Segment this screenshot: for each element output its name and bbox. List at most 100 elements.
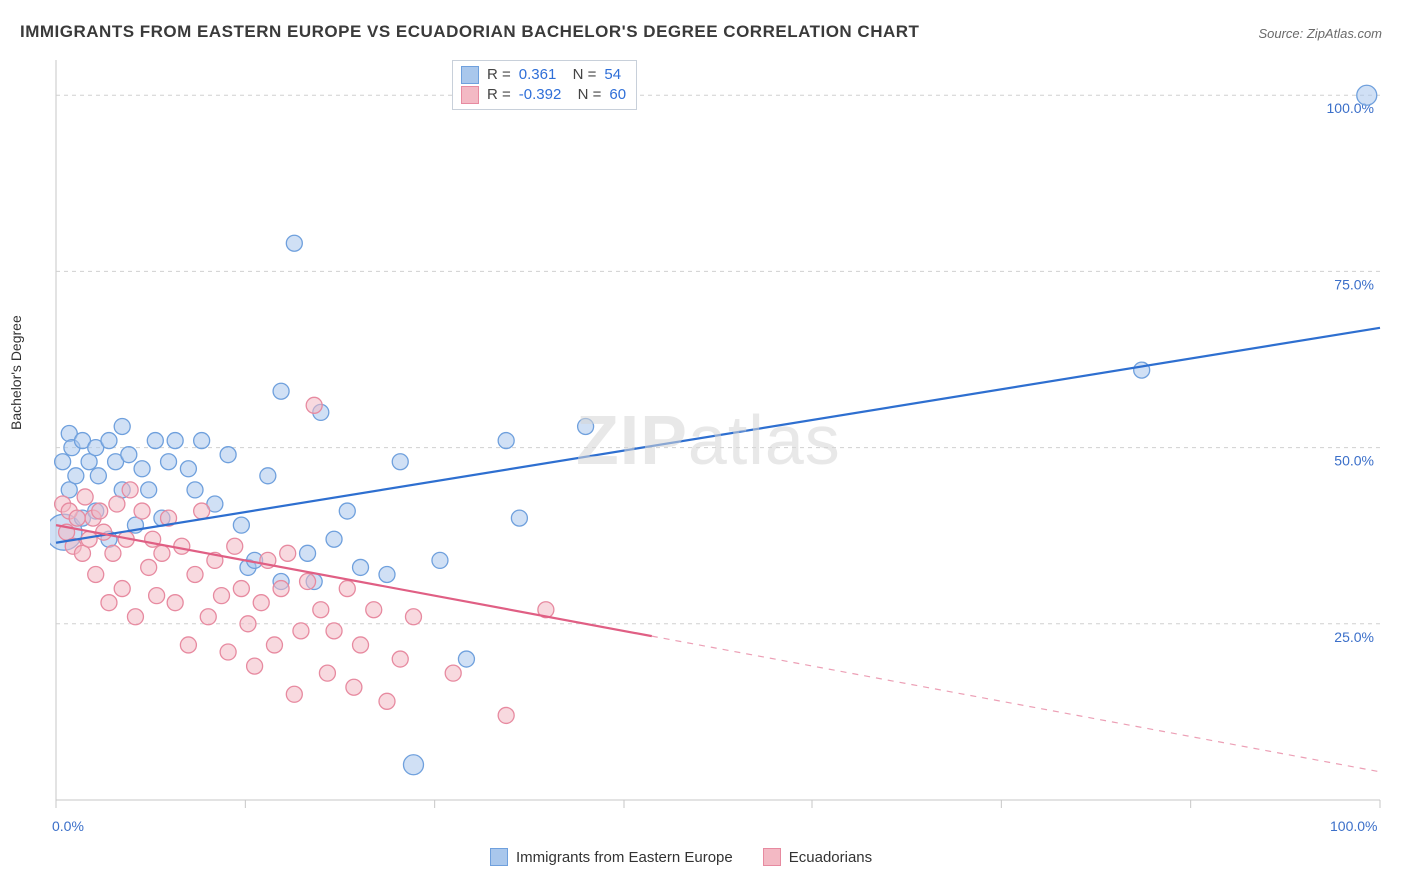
scatter-point-pink bbox=[319, 665, 335, 681]
scatter-point-pink bbox=[134, 503, 150, 519]
legend-stats: R = 0.361 N = 54 R = -0.392 N = 60 bbox=[452, 60, 637, 110]
regression-line-blue bbox=[56, 328, 1380, 543]
scatter-point-pink bbox=[105, 545, 121, 561]
scatter-point-blue bbox=[498, 433, 514, 449]
r-label: R = bbox=[487, 85, 511, 105]
scatter-point-pink bbox=[247, 658, 263, 674]
series-name-blue: Immigrants from Eastern Europe bbox=[516, 849, 733, 866]
chart-container: IMMIGRANTS FROM EASTERN EUROPE VS ECUADO… bbox=[0, 0, 1406, 892]
legend-item-pink: Ecuadorians bbox=[763, 848, 872, 866]
swatch-blue bbox=[461, 66, 479, 84]
scatter-point-pink bbox=[114, 581, 130, 597]
scatter-point-blue bbox=[1357, 85, 1377, 105]
scatter-point-blue bbox=[141, 482, 157, 498]
scatter-point-blue bbox=[194, 433, 210, 449]
scatter-point-pink bbox=[214, 588, 230, 604]
scatter-point-pink bbox=[127, 609, 143, 625]
scatter-point-pink bbox=[109, 496, 125, 512]
scatter-point-pink bbox=[339, 581, 355, 597]
scatter-point-blue bbox=[55, 454, 71, 470]
scatter-point-pink bbox=[69, 510, 85, 526]
scatter-point-blue bbox=[273, 383, 289, 399]
scatter-point-pink bbox=[200, 609, 216, 625]
scatter-point-blue bbox=[167, 433, 183, 449]
scatter-point-pink bbox=[167, 595, 183, 611]
x-axis-min-label: 0.0% bbox=[52, 818, 84, 834]
scatter-point-pink bbox=[174, 538, 190, 554]
y-axis-label: Bachelor's Degree bbox=[8, 315, 24, 430]
scatter-point-pink bbox=[253, 595, 269, 611]
scatter-point-blue bbox=[326, 531, 342, 547]
scatter-point-pink bbox=[366, 602, 382, 618]
scatter-point-pink bbox=[392, 651, 408, 667]
scatter-point-pink bbox=[92, 503, 108, 519]
y-gridline-label: 25.0% bbox=[1334, 629, 1374, 645]
scatter-point-pink bbox=[286, 686, 302, 702]
r-label: R = bbox=[487, 65, 511, 85]
scatter-point-pink bbox=[326, 623, 342, 639]
scatter-point-blue bbox=[578, 418, 594, 434]
x-axis-max-label: 100.0% bbox=[1330, 818, 1377, 834]
scatter-point-pink bbox=[313, 602, 329, 618]
scatter-point-blue bbox=[353, 559, 369, 575]
scatter-point-blue bbox=[403, 755, 423, 775]
scatter-point-pink bbox=[379, 693, 395, 709]
scatter-point-blue bbox=[220, 447, 236, 463]
scatter-point-pink bbox=[300, 574, 316, 590]
scatter-point-blue bbox=[180, 461, 196, 477]
scatter-point-pink bbox=[149, 588, 165, 604]
scatter-point-pink bbox=[187, 566, 203, 582]
chart-title: IMMIGRANTS FROM EASTERN EUROPE VS ECUADO… bbox=[20, 22, 919, 42]
source-label: Source: ZipAtlas.com bbox=[1258, 26, 1382, 41]
scatter-point-blue bbox=[339, 503, 355, 519]
scatter-point-pink bbox=[220, 644, 236, 660]
legend-stats-row-blue: R = 0.361 N = 54 bbox=[461, 65, 626, 85]
n-value-pink: 60 bbox=[609, 85, 626, 105]
legend-stats-row-pink: R = -0.392 N = 60 bbox=[461, 85, 626, 105]
regression-line-pink bbox=[56, 525, 652, 636]
scatter-point-blue bbox=[187, 482, 203, 498]
scatter-point-pink bbox=[240, 616, 256, 632]
scatter-point-blue bbox=[114, 418, 130, 434]
scatter-point-blue bbox=[101, 433, 117, 449]
scatter-point-blue bbox=[392, 454, 408, 470]
scatter-point-pink bbox=[266, 637, 282, 653]
scatter-point-blue bbox=[90, 468, 106, 484]
scatter-point-pink bbox=[194, 503, 210, 519]
regression-line-pink-extrapolated bbox=[652, 636, 1380, 772]
scatter-point-pink bbox=[77, 489, 93, 505]
scatter-point-pink bbox=[353, 637, 369, 653]
scatter-point-blue bbox=[68, 468, 84, 484]
y-gridline-label: 75.0% bbox=[1334, 276, 1374, 292]
n-value-blue: 54 bbox=[604, 65, 621, 85]
r-value-pink: -0.392 bbox=[519, 85, 562, 105]
scatter-point-pink bbox=[445, 665, 461, 681]
n-label: N = bbox=[569, 85, 601, 105]
series-name-pink: Ecuadorians bbox=[789, 849, 872, 866]
scatter-point-blue bbox=[300, 545, 316, 561]
swatch-pink bbox=[461, 86, 479, 104]
scatter-point-pink bbox=[180, 637, 196, 653]
scatter-point-pink bbox=[227, 538, 243, 554]
scatter-point-pink bbox=[498, 707, 514, 723]
scatter-point-pink bbox=[293, 623, 309, 639]
scatter-point-blue bbox=[121, 447, 137, 463]
swatch-blue bbox=[490, 848, 508, 866]
scatter-point-blue bbox=[511, 510, 527, 526]
scatter-point-blue bbox=[286, 235, 302, 251]
scatter-point-pink bbox=[280, 545, 296, 561]
scatter-point-pink bbox=[233, 581, 249, 597]
r-value-blue: 0.361 bbox=[519, 65, 557, 85]
scatter-point-blue bbox=[432, 552, 448, 568]
scatter-plot: 25.0%50.0%75.0%100.0% bbox=[50, 60, 1390, 840]
scatter-point-pink bbox=[273, 581, 289, 597]
scatter-point-pink bbox=[154, 545, 170, 561]
scatter-point-blue bbox=[233, 517, 249, 533]
legend-item-blue: Immigrants from Eastern Europe bbox=[490, 848, 733, 866]
scatter-point-blue bbox=[458, 651, 474, 667]
scatter-point-blue bbox=[260, 468, 276, 484]
scatter-point-pink bbox=[306, 397, 322, 413]
scatter-point-pink bbox=[122, 482, 138, 498]
scatter-point-pink bbox=[101, 595, 117, 611]
n-label: N = bbox=[564, 65, 596, 85]
